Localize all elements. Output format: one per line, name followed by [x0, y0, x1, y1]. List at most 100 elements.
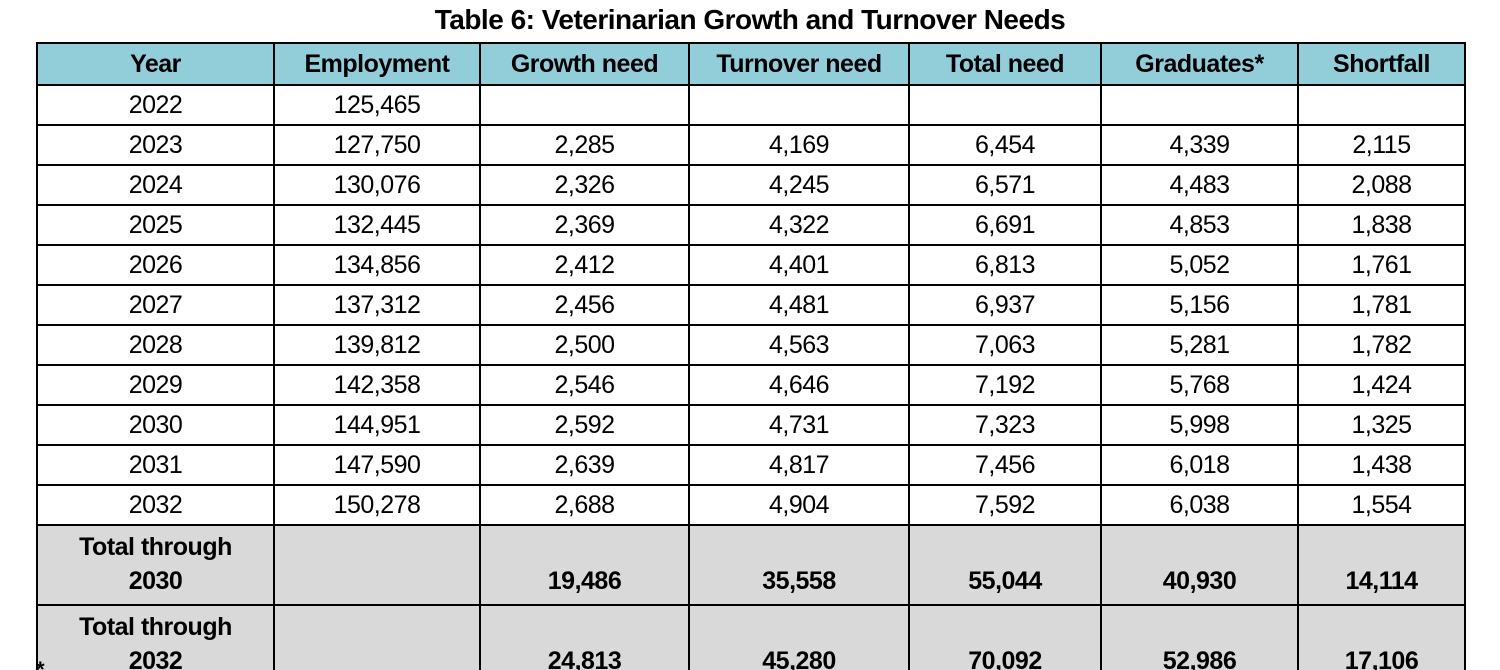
- cell-graduates: 5,052: [1100, 244, 1299, 286]
- cell-year: 2023: [36, 124, 275, 166]
- cell-turnover-need: 4,817: [688, 444, 910, 486]
- cell-employment: 139,812: [273, 324, 481, 366]
- cell-employment: 144,951: [273, 404, 481, 446]
- header-turnover-need: Turnover need: [688, 42, 910, 86]
- cell-shortfall: 1,781: [1297, 284, 1466, 326]
- cell-turnover-need: 4,322: [688, 204, 910, 246]
- total-growth-need: 24,813: [479, 604, 690, 670]
- total-total-need: 55,044: [908, 524, 1102, 606]
- cell-graduates: 6,038: [1100, 484, 1299, 526]
- cell-growth-need: 2,412: [479, 244, 690, 286]
- cell-growth-need: [479, 84, 690, 126]
- cell-shortfall: 2,088: [1297, 164, 1466, 206]
- cell-graduates: 5,998: [1100, 404, 1299, 446]
- cell-graduates: 5,281: [1100, 324, 1299, 366]
- header-employment: Employment: [273, 42, 481, 86]
- cell-year: 2031: [36, 444, 275, 486]
- cell-growth-need: 2,592: [479, 404, 690, 446]
- header-total-need: Total need: [908, 42, 1102, 86]
- table-row-2027: 2027 137,312 2,456 4,481 6,937 5,156 1,7…: [36, 284, 1466, 326]
- table-row-2031: 2031 147,590 2,639 4,817 7,456 6,018 1,4…: [36, 444, 1466, 486]
- cell-turnover-need: [688, 84, 910, 126]
- cell-year: 2028: [36, 324, 275, 366]
- cell-growth-need: 2,500: [479, 324, 690, 366]
- cell-employment: 150,278: [273, 484, 481, 526]
- total-graduates: 52,986: [1100, 604, 1299, 670]
- cell-total-need: 7,456: [908, 444, 1102, 486]
- total-row-through-2032: Total through 2032 24,813 45,280 70,092 …: [36, 604, 1466, 670]
- cell-total-need: 6,571: [908, 164, 1102, 206]
- cell-graduates: 6,018: [1100, 444, 1299, 486]
- header-year: Year: [36, 42, 275, 86]
- cell-growth-need: 2,456: [479, 284, 690, 326]
- cell-turnover-need: 4,481: [688, 284, 910, 326]
- cell-turnover-need: 4,904: [688, 484, 910, 526]
- cell-shortfall: 1,554: [1297, 484, 1466, 526]
- table-row-2028: 2028 139,812 2,500 4,563 7,063 5,281 1,7…: [36, 324, 1466, 366]
- cell-turnover-need: 4,646: [688, 364, 910, 406]
- table-row-2023: 2023 127,750 2,285 4,169 6,454 4,339 2,1…: [36, 124, 1466, 166]
- cell-growth-need: 2,688: [479, 484, 690, 526]
- total-label-line1: Total through: [79, 613, 232, 641]
- cell-growth-need: 2,546: [479, 364, 690, 406]
- cell-growth-need: 2,369: [479, 204, 690, 246]
- cell-total-need: 6,691: [908, 204, 1102, 246]
- table-row-2025: 2025 132,445 2,369 4,322 6,691 4,853 1,8…: [36, 204, 1466, 246]
- cell-shortfall: 2,115: [1297, 124, 1466, 166]
- total-shortfall: 17,106: [1297, 604, 1466, 670]
- cell-turnover-need: 4,245: [688, 164, 910, 206]
- cell-shortfall: 1,838: [1297, 204, 1466, 246]
- total-label: Total through 2032: [36, 604, 275, 670]
- cell-employment: 125,465: [273, 84, 481, 126]
- cell-year: 2029: [36, 364, 275, 406]
- cell-growth-need: 2,285: [479, 124, 690, 166]
- cell-turnover-need: 4,169: [688, 124, 910, 166]
- cell-employment: 137,312: [273, 284, 481, 326]
- total-label-line2: 2030: [128, 567, 183, 595]
- table-row-2024: 2024 130,076 2,326 4,245 6,571 4,483 2,0…: [36, 164, 1466, 206]
- cell-total-need: 6,454: [908, 124, 1102, 166]
- cell-year: 2024: [36, 164, 275, 206]
- cell-employment: 130,076: [273, 164, 481, 206]
- total-employment: [273, 604, 481, 670]
- total-row-through-2030: Total through 2030 19,486 35,558 55,044 …: [36, 524, 1466, 606]
- table-row-2022: 2022 125,465: [36, 84, 1466, 126]
- total-turnover-need: 35,558: [688, 524, 910, 606]
- cell-graduates: 4,339: [1100, 124, 1299, 166]
- cell-year: 2027: [36, 284, 275, 326]
- header-growth-need: Growth need: [479, 42, 690, 86]
- header-graduates: Graduates*: [1100, 42, 1299, 86]
- cell-graduates: 4,483: [1100, 164, 1299, 206]
- cell-year: 2026: [36, 244, 275, 286]
- cell-total-need: 7,192: [908, 364, 1102, 406]
- cell-year: 2025: [36, 204, 275, 246]
- cell-growth-need: 2,639: [479, 444, 690, 486]
- cell-graduates: 5,768: [1100, 364, 1299, 406]
- table-title: Table 6: Veterinarian Growth and Turnove…: [434, 4, 1066, 35]
- cell-graduates: 5,156: [1100, 284, 1299, 326]
- header-row: Year Employment Growth need Turnover nee…: [36, 42, 1466, 86]
- total-label: Total through 2030: [36, 524, 275, 606]
- cell-total-need: 7,323: [908, 404, 1102, 446]
- cell-shortfall: 1,782: [1297, 324, 1466, 366]
- cell-total-need: 7,592: [908, 484, 1102, 526]
- veterinarian-needs-table: Year Employment Growth need Turnover nee…: [36, 42, 1466, 670]
- cell-graduates: [1100, 84, 1299, 126]
- cell-growth-need: 2,326: [479, 164, 690, 206]
- cell-employment: 142,358: [273, 364, 481, 406]
- table-row-2026: 2026 134,856 2,412 4,401 6,813 5,052 1,7…: [36, 244, 1466, 286]
- total-growth-need: 19,486: [479, 524, 690, 606]
- total-employment: [273, 524, 481, 606]
- total-shortfall: 14,114: [1297, 524, 1466, 606]
- header-shortfall: Shortfall: [1297, 42, 1466, 86]
- cell-total-need: [908, 84, 1102, 126]
- total-label-line1: Total through: [79, 533, 232, 561]
- cell-employment: 132,445: [273, 204, 481, 246]
- cell-turnover-need: 4,401: [688, 244, 910, 286]
- cell-shortfall: 1,438: [1297, 444, 1466, 486]
- cell-total-need: 6,813: [908, 244, 1102, 286]
- cell-shortfall: [1297, 84, 1466, 126]
- cell-total-need: 7,063: [908, 324, 1102, 366]
- cell-shortfall: 1,325: [1297, 404, 1466, 446]
